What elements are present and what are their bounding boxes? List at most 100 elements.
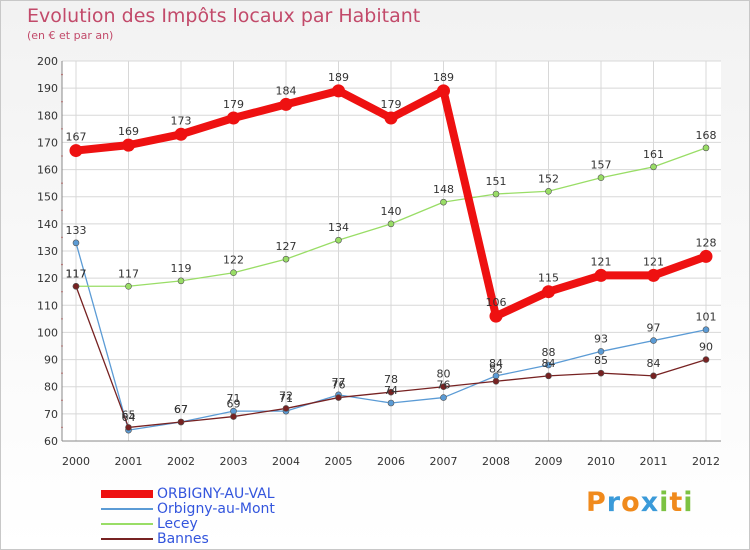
data-point-orbigny-au-val — [332, 84, 345, 98]
data-label-orbigny-au-val: 121 — [643, 255, 664, 268]
y-tick-label: 100 — [37, 326, 58, 339]
data-label-orbigny-au-mont: 84 — [489, 357, 503, 370]
y-tick-label: 110 — [37, 299, 58, 312]
axis-layer: 60 70 80 90 100 110 120 130 140 150 160 170 180 190 20… — [37, 55, 721, 468]
data-point-orbigny-au-val — [174, 127, 188, 141]
data-point-orbigny-au-val — [279, 97, 293, 111]
legend-item-orbigny-au-mont[interactable]: Orbigny-au-Mont — [101, 501, 321, 517]
y-tick-label: 120 — [37, 272, 58, 285]
y-tick-label: 180 — [37, 109, 58, 122]
data-point-bannes — [72, 282, 80, 290]
data-label-lecey: 148 — [433, 183, 454, 196]
legend-item-orbigny-au-val[interactable]: ORBIGNY-AU-VAL — [101, 486, 321, 502]
y-tick-label: 80 — [44, 381, 58, 394]
data-label-orbigny-au-val: 106 — [486, 296, 507, 309]
data-label-orbigny-au-val: 121 — [591, 255, 612, 268]
legend-item-lecey[interactable]: Lecey — [101, 516, 321, 532]
data-point-lecey — [230, 269, 237, 277]
data-point-lecey — [177, 277, 185, 285]
data-point-bannes — [177, 418, 185, 426]
data-label-lecey: 134 — [328, 221, 349, 234]
logo-letter: P — [586, 487, 607, 518]
data-label-orbigny-au-val: 189 — [328, 71, 349, 84]
data-label-bannes: 69 — [227, 398, 241, 411]
data-label-bannes: 78 — [384, 373, 398, 386]
data-point-bannes — [702, 356, 710, 363]
y-tick-label: 60 — [44, 435, 58, 448]
data-point-orbigny-au-val — [542, 285, 555, 299]
legend-label: Orbigny-au-Mont — [157, 501, 275, 517]
data-point-bannes — [335, 394, 342, 401]
data-label-orbigny-au-mont: 76 — [437, 379, 451, 392]
data-point-bannes — [282, 405, 290, 412]
proxiti-logo[interactable]: Proxiti — [586, 487, 694, 518]
data-point-orbigny-au-mont — [702, 326, 710, 334]
data-point-lecey — [597, 174, 605, 182]
data-point-orbigny-au-mont — [597, 348, 605, 355]
data-label-lecey: 151 — [486, 175, 507, 188]
y-tick-label: 200 — [37, 55, 58, 68]
y-tick-label: 170 — [37, 136, 58, 149]
y-tick-label: 160 — [37, 164, 58, 177]
logo-letter: i — [659, 487, 670, 518]
data-label-orbigny-au-mont: 74 — [384, 384, 398, 397]
legend-item-bannes[interactable]: Bannes — [101, 531, 321, 547]
x-tick-label: 2011 — [640, 455, 668, 468]
legend-swatch — [101, 490, 153, 498]
y-tick-label: 190 — [37, 82, 58, 95]
data-label-orbigny-au-val: 184 — [276, 84, 297, 97]
data-label-orbigny-au-mont: 97 — [647, 322, 661, 335]
logo-letter: o — [621, 487, 641, 518]
x-tick-label: 2010 — [587, 455, 615, 468]
x-tick-label: 2001 — [115, 455, 143, 468]
data-point-orbigny-au-mont — [650, 337, 657, 344]
data-point-lecey — [650, 163, 657, 171]
data-label-bannes: 65 — [122, 408, 136, 421]
data-point-bannes — [492, 377, 500, 385]
series-layer — [69, 84, 713, 434]
data-label-lecey: 157 — [591, 159, 612, 172]
chart-title: Evolution des Impôts locaux par Habitant — [27, 5, 421, 27]
data-label-lecey: 119 — [171, 262, 192, 275]
data-label-bannes: 76 — [332, 379, 346, 392]
data-point-orbigny-au-mont — [387, 399, 395, 407]
data-point-lecey — [440, 198, 447, 206]
data-label-lecey: 168 — [696, 129, 717, 142]
data-point-lecey — [282, 255, 290, 263]
x-tick-label: 2002 — [167, 455, 195, 468]
x-tick-label: 2005 — [325, 455, 353, 468]
data-point-bannes — [387, 388, 395, 396]
data-point-lecey — [125, 282, 132, 290]
legend-swatch — [101, 538, 153, 540]
logo-letter: t — [669, 487, 684, 518]
data-point-bannes — [545, 372, 552, 380]
data-label-bannes: 84 — [647, 357, 661, 370]
x-tick-label: 2012 — [692, 455, 720, 468]
data-point-bannes — [597, 369, 605, 377]
data-point-orbigny-au-val — [489, 309, 503, 323]
data-label-orbigny-au-mont: 64 — [122, 411, 136, 424]
data-point-orbigny-au-mont — [545, 361, 552, 369]
x-tick-label: 2003 — [220, 455, 248, 468]
y-tick-label: 90 — [44, 354, 58, 367]
logo-letter: r — [606, 487, 622, 518]
y-tick-label: 140 — [37, 218, 58, 231]
data-label-bannes: 84 — [542, 357, 556, 370]
data-point-orbigny-au-mont — [440, 394, 447, 401]
legend-label: ORBIGNY-AU-VAL — [157, 486, 275, 502]
data-point-lecey — [492, 190, 500, 198]
data-label-lecey: 140 — [381, 205, 402, 218]
y-tick-label: 150 — [37, 191, 58, 204]
data-label-bannes: 82 — [489, 362, 503, 375]
data-label-orbigny-au-val: 179 — [223, 98, 244, 111]
data-label-orbigny-au-mont: 133 — [66, 224, 87, 237]
x-tick-label: 2000 — [62, 455, 90, 468]
data-label-bannes: 90 — [699, 341, 713, 354]
data-point-lecey — [387, 220, 395, 228]
legend-swatch — [101, 508, 153, 510]
data-point-orbigny-au-val — [122, 138, 135, 152]
x-tick-label: 2006 — [377, 455, 405, 468]
data-label-orbigny-au-val: 173 — [171, 114, 192, 127]
data-point-orbigny-au-val — [437, 84, 450, 98]
